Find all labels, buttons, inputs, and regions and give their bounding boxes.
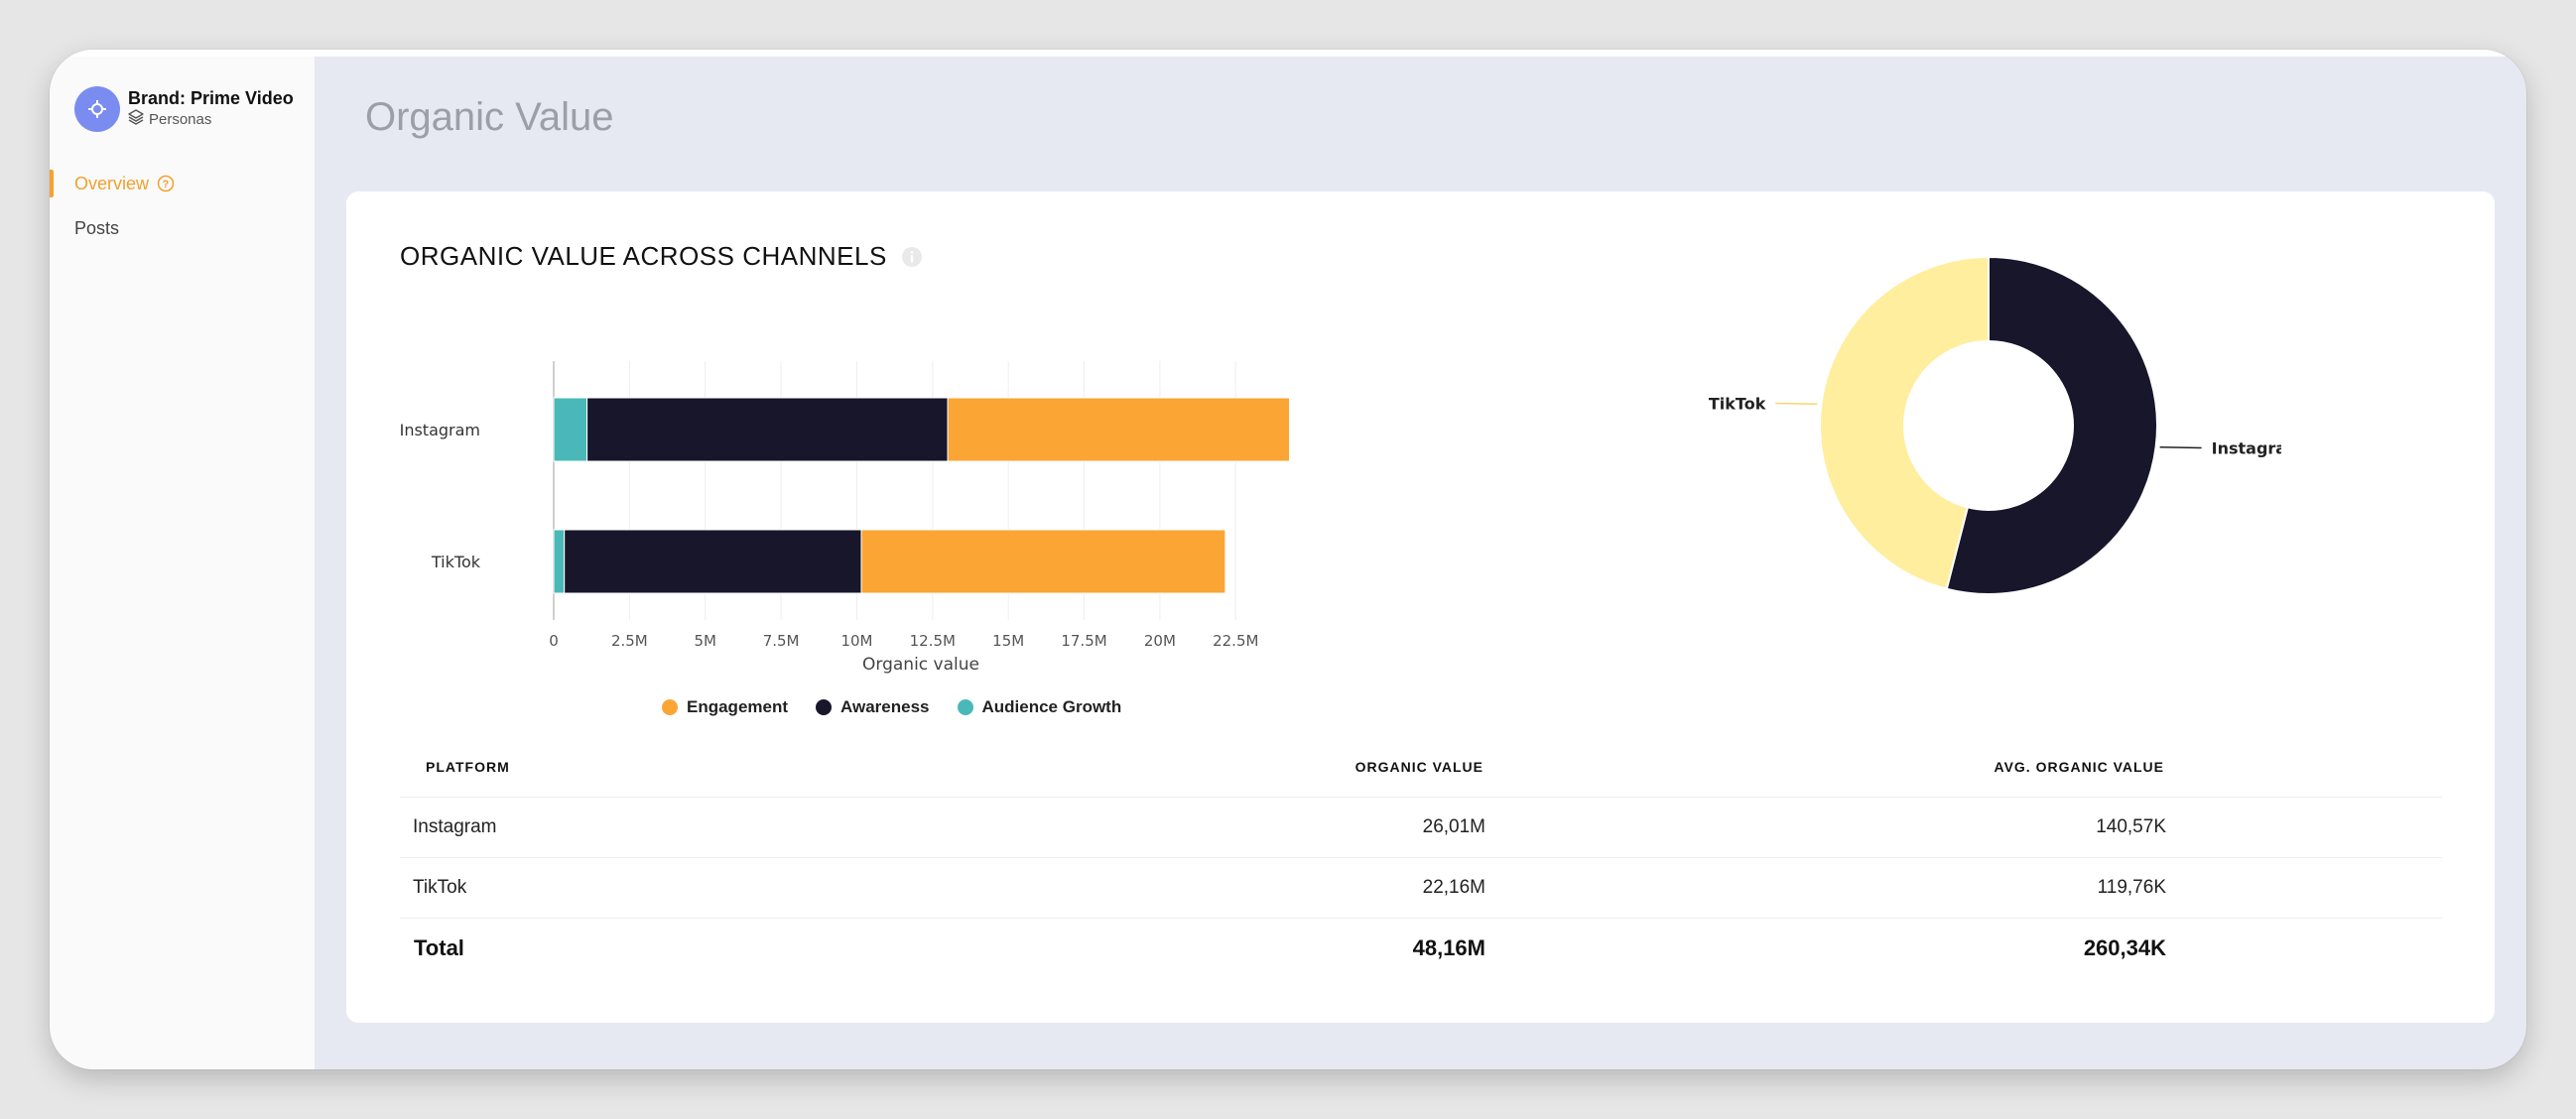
donut-label: Instagram (2212, 439, 2281, 458)
info-icon[interactable] (901, 246, 923, 268)
page-title: Organic Value (365, 95, 614, 139)
legend-label: Awareness (840, 697, 930, 716)
legend-label: Audience Growth (981, 697, 1122, 716)
donut-label: TikTok (1709, 394, 1766, 413)
x-tick-label: 17.5M (1061, 632, 1106, 650)
legend-item-awareness[interactable]: Awareness (816, 697, 930, 717)
legend-dot (957, 699, 973, 715)
sidebar-item-posts[interactable]: Posts (50, 210, 315, 246)
sidebar-item-overview[interactable]: Overview ? (50, 166, 315, 201)
cell-platform: Instagram (413, 816, 497, 837)
legend-item-engagement[interactable]: Engagement (662, 697, 788, 717)
donut-chart: Instagram TikTok (1709, 255, 2281, 595)
card-title: ORGANIC VALUE ACROSS CHANNELS (400, 241, 923, 272)
donut-label-leader (2159, 446, 2202, 449)
column-header-platform[interactable]: PLATFORM (426, 759, 510, 775)
x-tick-label: 20M (1144, 632, 1176, 650)
legend-label: Engagement (687, 697, 789, 716)
legend-item-audience-growth[interactable]: Audience Growth (957, 697, 1122, 717)
x-tick-label: 12.5M (910, 632, 956, 650)
brand-sub-text: Personas (149, 111, 212, 128)
table-row: TikTok 22,16M 119,76K (400, 858, 2442, 919)
cell-total-organic-value: 48,16M (1412, 935, 1485, 960)
y-category-label: TikTok (431, 553, 481, 571)
column-header-organic-value[interactable]: ORGANIC VALUE (1354, 759, 1483, 775)
table-header-row: PLATFORM ORGANIC VALUE AVG. ORGANIC VALU… (400, 737, 2442, 798)
sidebar: Brand: Prime Video Personas Overview (50, 50, 316, 1069)
sidebar-item-label: Posts (74, 217, 120, 238)
x-tick-label: 10M (840, 632, 872, 650)
cell-total-avg-organic-value: 260,34K (2083, 935, 2166, 960)
organic-value-card: ORGANIC VALUE ACROSS CHANNELS 0 2.5M 5M 7.5… (346, 191, 2495, 1023)
app-window: Brand: Prime Video Personas Overview (50, 50, 2526, 1069)
table-row: Instagram 26,01M 140,57K (400, 798, 2442, 858)
cell-total-label: Total (414, 935, 464, 960)
table-total-row: Total 48,16M 260,34K (400, 919, 2442, 978)
cell-organic-value: 26,01M (1422, 816, 1485, 837)
card-title-text: ORGANIC VALUE ACROSS CHANNELS (400, 241, 887, 271)
bar-engagement-instagram (947, 397, 1289, 462)
sidebar-item-label: Overview (74, 173, 150, 193)
cell-avg-organic-value: 140,57K (2096, 816, 2166, 837)
bar-awareness-instagram (586, 397, 949, 462)
crosshair-icon (74, 86, 120, 132)
x-tick-label: 2.5M (611, 632, 648, 650)
stacked-bar-chart: 02.5M5M7.5M10M12.5M15M17.5M20M22.5M25M27… (400, 361, 1289, 675)
svg-text:?: ? (163, 179, 170, 190)
donut-label-leader (1775, 402, 1818, 405)
cell-organic-value: 22,16M (1422, 877, 1485, 898)
brand-name: Brand: Prime Video (128, 88, 294, 108)
column-header-avg-organic-value[interactable]: AVG. ORGANIC VALUE (1994, 759, 2164, 775)
y-category-label: Instagram (400, 421, 480, 439)
organic-value-table: PLATFORM ORGANIC VALUE AVG. ORGANIC VALU… (400, 737, 2442, 978)
help-icon[interactable]: ? (157, 175, 175, 192)
cell-avg-organic-value: 119,76K (2097, 877, 2166, 898)
cell-platform: TikTok (413, 877, 467, 898)
x-axis-label: Organic value (862, 655, 979, 675)
brand-switcher[interactable]: Brand: Prime Video Personas (74, 86, 294, 132)
layers-icon (128, 109, 144, 131)
bar-engagement-tiktok (860, 529, 1226, 594)
x-tick-label: 0 (549, 632, 559, 650)
legend-dot (816, 699, 833, 715)
x-tick-label: 22.5M (1213, 632, 1258, 650)
legend-dot (662, 699, 678, 715)
bar-awareness-tiktok (564, 529, 862, 594)
bar-audience-growth-tiktok (553, 529, 566, 594)
x-tick-label: 5M (694, 632, 716, 650)
x-tick-label: 7.5M (763, 632, 800, 650)
donut-slice-tiktok (1819, 255, 1990, 590)
donut-slice-instagram (1945, 255, 2158, 595)
brand-sub-label: Personas (128, 109, 294, 131)
bar-audience-growth-instagram (553, 397, 588, 462)
x-tick-label: 15M (992, 632, 1024, 650)
chart-legend: Engagement Awareness Audience Growth (662, 697, 1121, 717)
